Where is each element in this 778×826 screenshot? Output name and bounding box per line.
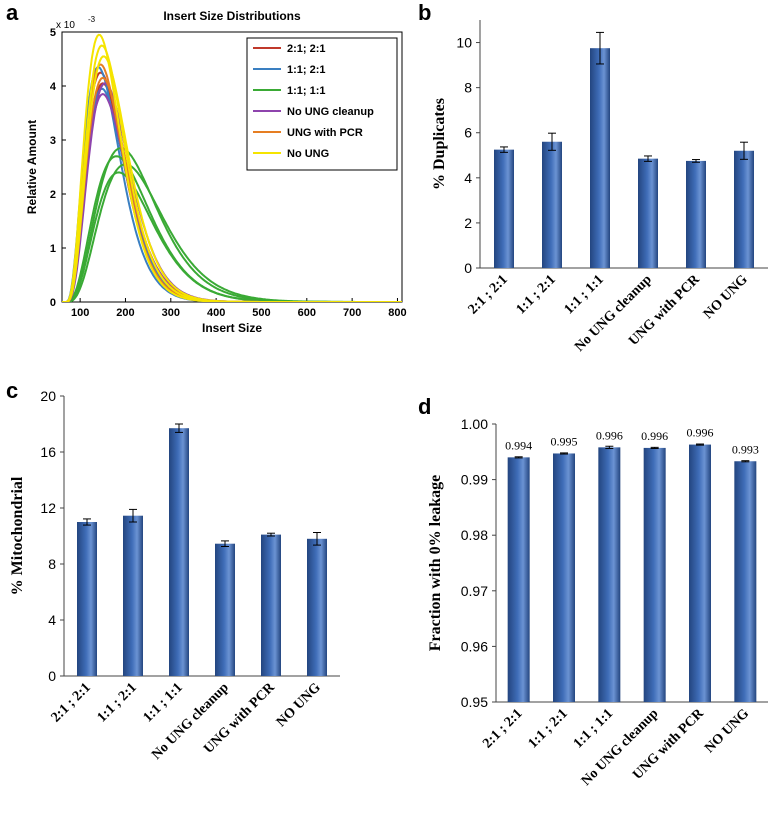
- chart-b-bar: [494, 149, 514, 268]
- chart-a-legend-label: No UNG: [287, 148, 329, 160]
- chart-c-ylabel: % Mitochondrial: [9, 476, 26, 595]
- chart-a-xtick-label: 800: [388, 307, 406, 319]
- chart-c-bar: [169, 428, 189, 676]
- chart-c-ytick-label: 12: [40, 500, 56, 516]
- chart-d-category-label: 1:1 ; 2:1: [526, 706, 571, 751]
- chart-a-legend-box: [246, 37, 398, 171]
- chart-a-ytick-label: 5: [50, 27, 56, 39]
- chart-d-bar: [507, 457, 530, 702]
- chart-d-ytick-label: 0.97: [461, 583, 488, 599]
- chart-a-legend-label: 1:1; 1:1: [287, 85, 326, 97]
- chart-d-ylabel: Fraction with 0% leakage: [427, 475, 444, 651]
- panel-letter-d: d: [418, 394, 431, 419]
- chart-c-bar: [77, 522, 97, 676]
- chart-d-data-label: 0.996: [641, 429, 668, 443]
- chart-c-ytick-label: 8: [48, 556, 56, 572]
- chart-a-ytick-label: 1: [50, 243, 56, 255]
- chart-d-data-label: 0.994: [505, 438, 532, 452]
- chart-d-data-label: 0.995: [551, 434, 578, 448]
- chart-c-category-label: 1:1 ; 1:1: [141, 680, 186, 725]
- chart-c-ytick-label: 16: [40, 444, 56, 460]
- chart-d-data-label: 0.993: [732, 442, 759, 456]
- chart-a-legend-label: UNG with PCR: [287, 127, 363, 139]
- chart-a-series-line: [62, 171, 402, 302]
- chart-c-category-label: NO UNG: [274, 680, 324, 730]
- chart-c-bar: [261, 534, 281, 676]
- chart-a-xtick-label: 700: [343, 307, 361, 319]
- chart-a-ytick-label: 3: [50, 135, 56, 147]
- chart-d-ytick-label: 0.99: [461, 472, 488, 488]
- chart-d-ytick-label: 0.96: [461, 638, 488, 654]
- chart-d-bar: [643, 447, 666, 702]
- chart-a-xtick-label: 400: [207, 307, 225, 319]
- chart-c-bar: [215, 543, 235, 676]
- chart-c-category-label: 1:1 ; 2:1: [95, 680, 140, 725]
- chart-a-title: Insert Size Distributions: [163, 9, 301, 23]
- chart-b-bar: [734, 150, 754, 268]
- chart-a-y-exponent: x 10: [56, 20, 75, 31]
- chart-d-category-label: NO UNG: [702, 706, 752, 756]
- chart-b-bar: [638, 158, 658, 268]
- chart-a-y-exponent-power: -3: [88, 15, 96, 24]
- chart-d-bar: [553, 453, 575, 702]
- chart-d-ytick-label: 1.00: [461, 416, 488, 432]
- chart-b-ytick-label: 10: [456, 35, 472, 51]
- chart-a-ytick-label: 4: [50, 81, 57, 93]
- chart-a-xlabel: Insert Size: [202, 321, 262, 335]
- chart-b-category-label: NO UNG: [701, 272, 751, 322]
- chart-d-bar: [689, 444, 711, 702]
- chart-d-category-label: 2:1 ; 2:1: [480, 706, 525, 751]
- panel-d-bar-chart: 0.95 0.96 0.97 0.98 0.99 1.00 Fraction with 0%…: [427, 416, 768, 789]
- chart-b-ytick-label: 2: [464, 215, 472, 231]
- chart-b-ytick-label: 0: [464, 260, 472, 276]
- chart-d-category-label: No UNG cleanup: [579, 706, 662, 789]
- chart-d-data-label: 0.996: [687, 426, 714, 440]
- chart-a-ytick-label: 2: [50, 189, 56, 201]
- chart-a-xtick-label: 200: [116, 307, 134, 319]
- panel-letter-c: c: [6, 378, 18, 403]
- chart-d-data-label: 0.996: [596, 428, 623, 442]
- chart-b-category-label: 2:1 ; 2:1: [466, 272, 511, 317]
- chart-a-ytick-label: 0: [50, 297, 56, 309]
- panel-c-bar-chart: 0 4 8 12 16 20 % Mitochondrial 2:1 ; 2:1 1:1 ; 2…: [9, 388, 340, 763]
- chart-b-ytick-label: 6: [464, 125, 472, 141]
- chart-d-bar: [734, 461, 757, 702]
- chart-c-ytick-label: 20: [40, 388, 56, 404]
- chart-a-xtick-label: 100: [71, 307, 89, 319]
- chart-a-xtick-label: 300: [162, 307, 180, 319]
- panel-letter-b: b: [418, 0, 431, 25]
- chart-a-legend-label: 1:1; 2:1: [287, 64, 326, 76]
- chart-b-category-label: 1:1 ; 2:1: [514, 272, 559, 317]
- chart-b-bar: [542, 141, 562, 268]
- chart-a-series-line: [62, 55, 402, 302]
- chart-d-ytick-label: 0.98: [461, 527, 488, 543]
- chart-a-ylabel: Relative Amount: [25, 120, 39, 214]
- chart-b-bar: [590, 48, 610, 268]
- chart-a-legend-label: No UNG cleanup: [287, 106, 374, 118]
- chart-d-bar: [598, 447, 621, 702]
- chart-d-category-label: 1:1 ; 1:1: [571, 706, 616, 751]
- chart-c-bar: [307, 538, 327, 676]
- panel-letter-a: a: [6, 0, 19, 25]
- chart-d-ytick-label: 0.95: [461, 694, 488, 710]
- chart-b-bar: [686, 160, 706, 268]
- chart-c-category-label: 2:1 ; 2:1: [49, 680, 94, 725]
- panel-b-bar-chart: 0 2 4 6 8 10 % Duplicates 2:1 ; 2:1 1:1 ; 2:1 1:1…: [431, 20, 768, 355]
- chart-c-bar: [123, 515, 143, 676]
- chart-c-ytick-label: 0: [48, 668, 56, 684]
- chart-b-category-label: 1:1 ; 1:1: [562, 272, 607, 317]
- chart-b-ytick-label: 8: [464, 80, 472, 96]
- chart-c-ytick-label: 4: [48, 612, 56, 628]
- chart-b-ytick-label: 4: [464, 170, 472, 186]
- chart-a-series-line: [62, 147, 402, 302]
- panel-a-line-chart: Insert Size Distributions 0 1 2 3 4 5 100 200 300…: [25, 9, 407, 335]
- chart-b-ylabel: % Duplicates: [431, 98, 448, 190]
- chart-a-xtick-label: 500: [252, 307, 270, 319]
- chart-a-xtick-label: 600: [298, 307, 316, 319]
- chart-a-legend-label: 2:1; 2:1: [287, 43, 326, 55]
